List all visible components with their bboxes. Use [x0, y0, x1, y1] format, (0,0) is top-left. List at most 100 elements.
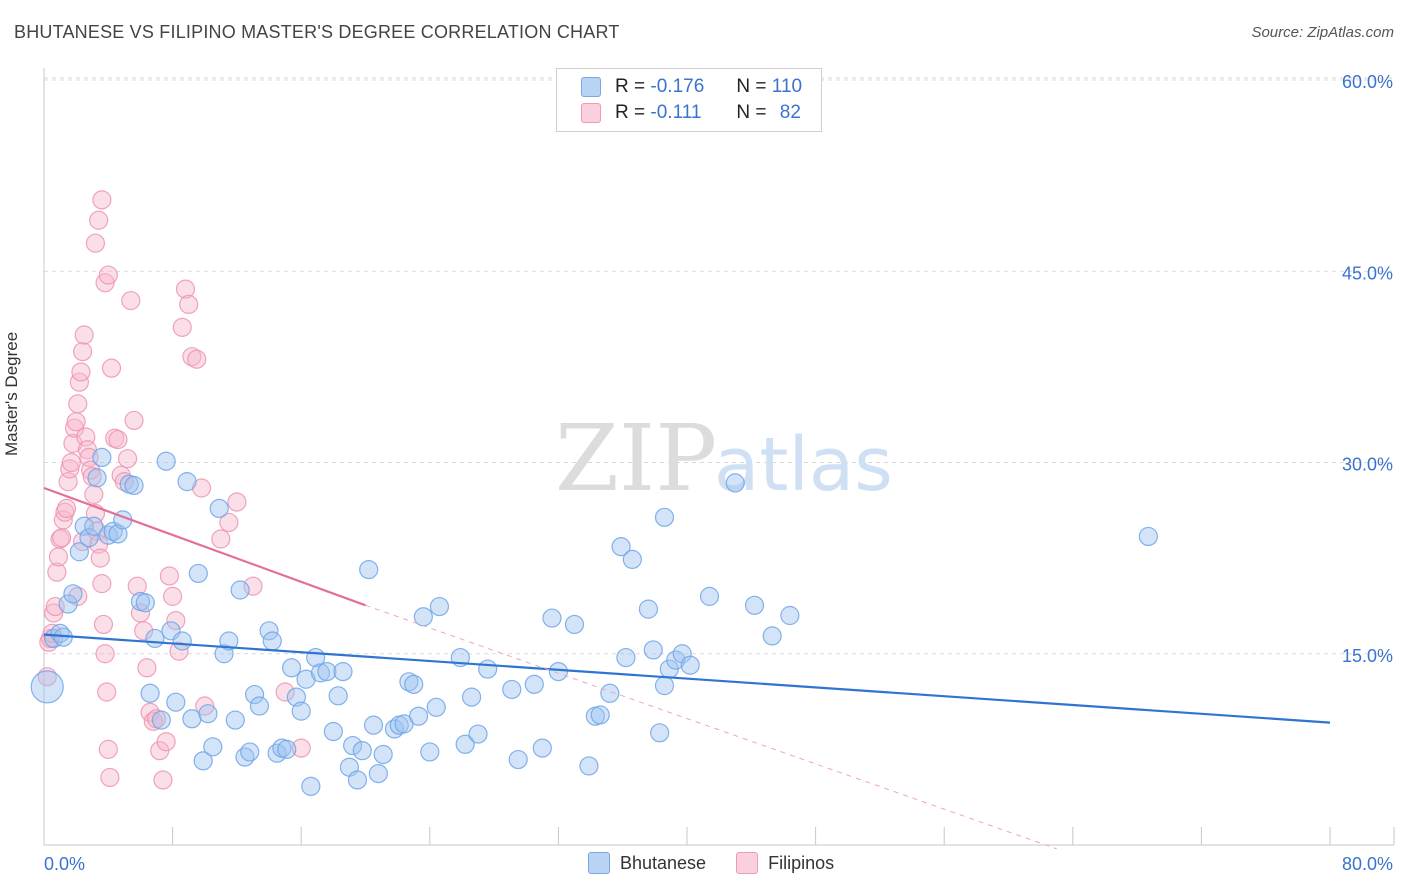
bhutanese-point	[281, 658, 302, 678]
filipinos-point	[172, 317, 192, 337]
filipinos-point	[121, 290, 141, 311]
bhutanese-point	[310, 663, 331, 683]
filipinos-trend-extension	[365, 604, 1057, 850]
r-label: R =	[615, 102, 646, 123]
bhutanese-point	[611, 537, 631, 557]
bhutanese-point	[291, 701, 311, 721]
filipinos-point	[92, 190, 112, 210]
filipinos-point	[101, 358, 122, 378]
bhutanese-point	[699, 586, 720, 606]
bhutanese-point	[622, 549, 642, 570]
bhutanese-point	[638, 599, 659, 619]
filipinos-point	[191, 478, 212, 498]
filipinos-point	[211, 529, 231, 549]
bhutanese-point	[643, 640, 663, 660]
legend-label-bhutanese: Bhutanese	[620, 852, 707, 873]
bhutanese-point	[74, 516, 94, 536]
bhutanese-point	[564, 614, 585, 635]
filipinos-point	[97, 682, 117, 702]
filipinos-point	[137, 658, 157, 678]
bhutanese-point	[680, 655, 700, 675]
bhutanese-point	[240, 742, 260, 762]
legend-swatch-bhutanese	[581, 77, 601, 97]
filipinos-point	[179, 294, 199, 314]
bhutanese-point	[151, 710, 171, 730]
filipinos-point	[90, 548, 110, 568]
bhutanese-point	[478, 659, 498, 679]
bhutanese-point	[219, 631, 239, 651]
filipinos-point	[163, 586, 183, 606]
bhutanese-point	[343, 735, 363, 756]
bhutanese-point	[468, 724, 488, 744]
filipinos-point	[68, 394, 88, 414]
bhutanese-point	[92, 447, 112, 467]
filipinos-point	[108, 429, 128, 450]
filipinos-point	[187, 349, 207, 369]
legend-item-bhutanese[interactable]: Bhutanese	[588, 852, 706, 874]
bhutanese-point	[172, 631, 192, 651]
y-tick-label: 60.0%	[1342, 72, 1393, 92]
legend-swatch-filipinos	[581, 103, 601, 123]
bhutanese-point	[333, 661, 353, 682]
y-tick-label: 15.0%	[1342, 646, 1393, 666]
r-label: R =	[615, 76, 646, 97]
series-legend: Bhutanese Filipinos	[588, 852, 864, 874]
bhutanese-point	[532, 738, 552, 758]
bhutanese-point	[347, 770, 368, 790]
filipinos-point	[72, 341, 93, 362]
bhutanese-point	[193, 751, 213, 771]
bhutanese-point	[368, 763, 388, 784]
bhutanese-point	[188, 563, 208, 584]
bhutanese-point	[579, 756, 599, 776]
legend-item-filipinos[interactable]: Filipinos	[736, 852, 834, 874]
bhutanese-point	[1138, 526, 1158, 547]
filipinos-point	[56, 498, 77, 518]
bhutanese-point	[63, 584, 83, 604]
bhutanese-point	[87, 468, 107, 488]
bhutanese-point	[209, 498, 229, 518]
filipinos-point	[53, 510, 73, 530]
bhutanese-point	[225, 710, 245, 730]
bhutanese-point	[654, 507, 675, 527]
bhutanese-point	[352, 741, 372, 761]
bhutanese-point	[230, 580, 250, 600]
bhutanese-point	[135, 593, 155, 613]
legend-swatch-bhutanese	[588, 852, 610, 874]
bhutanese-point	[30, 670, 64, 704]
chart-title: BHUTANESE VS FILIPINO MASTER'S DEGREE CO…	[14, 22, 620, 42]
bhutanese-point	[198, 704, 218, 724]
bhutanese-point	[600, 683, 620, 703]
legend-swatch-filipinos	[736, 852, 759, 874]
filipinos-point	[105, 428, 125, 448]
trend-lines	[43, 486, 1331, 850]
filipinos-point	[275, 682, 295, 702]
bhutanese-point	[277, 739, 297, 759]
bhutanese-point	[203, 737, 223, 757]
y-tick-label: 45.0%	[1342, 263, 1393, 283]
bhutanese-point	[420, 742, 440, 762]
bhutanese-point	[262, 631, 282, 651]
n-label: N =	[736, 102, 767, 123]
bhutanese-trend-line	[43, 633, 1331, 724]
bhutanese-point	[69, 542, 89, 562]
filipinos-point	[89, 210, 109, 230]
bhutanese-point	[156, 451, 176, 471]
filipinos-points	[37, 190, 311, 790]
bhutanese-point	[725, 473, 745, 493]
bhutanese-point	[616, 647, 636, 668]
source-label: Source: ZipAtlas.com	[1251, 24, 1394, 41]
filipinos-point	[227, 492, 247, 512]
r-value: -0.111	[650, 102, 702, 123]
filipinos-point	[175, 279, 196, 299]
bhutanese-point	[542, 608, 562, 628]
bhutanese-point	[214, 644, 234, 664]
x-tick-label: 80.0%	[1342, 854, 1393, 874]
filipinos-point	[74, 325, 94, 345]
n-label: N =	[736, 76, 767, 97]
filipinos-trend-line	[43, 486, 366, 607]
bhutanese-point	[780, 605, 800, 626]
bhutanese-point	[429, 596, 450, 617]
filipinos-point	[47, 562, 67, 582]
filipinos-point	[52, 528, 72, 548]
